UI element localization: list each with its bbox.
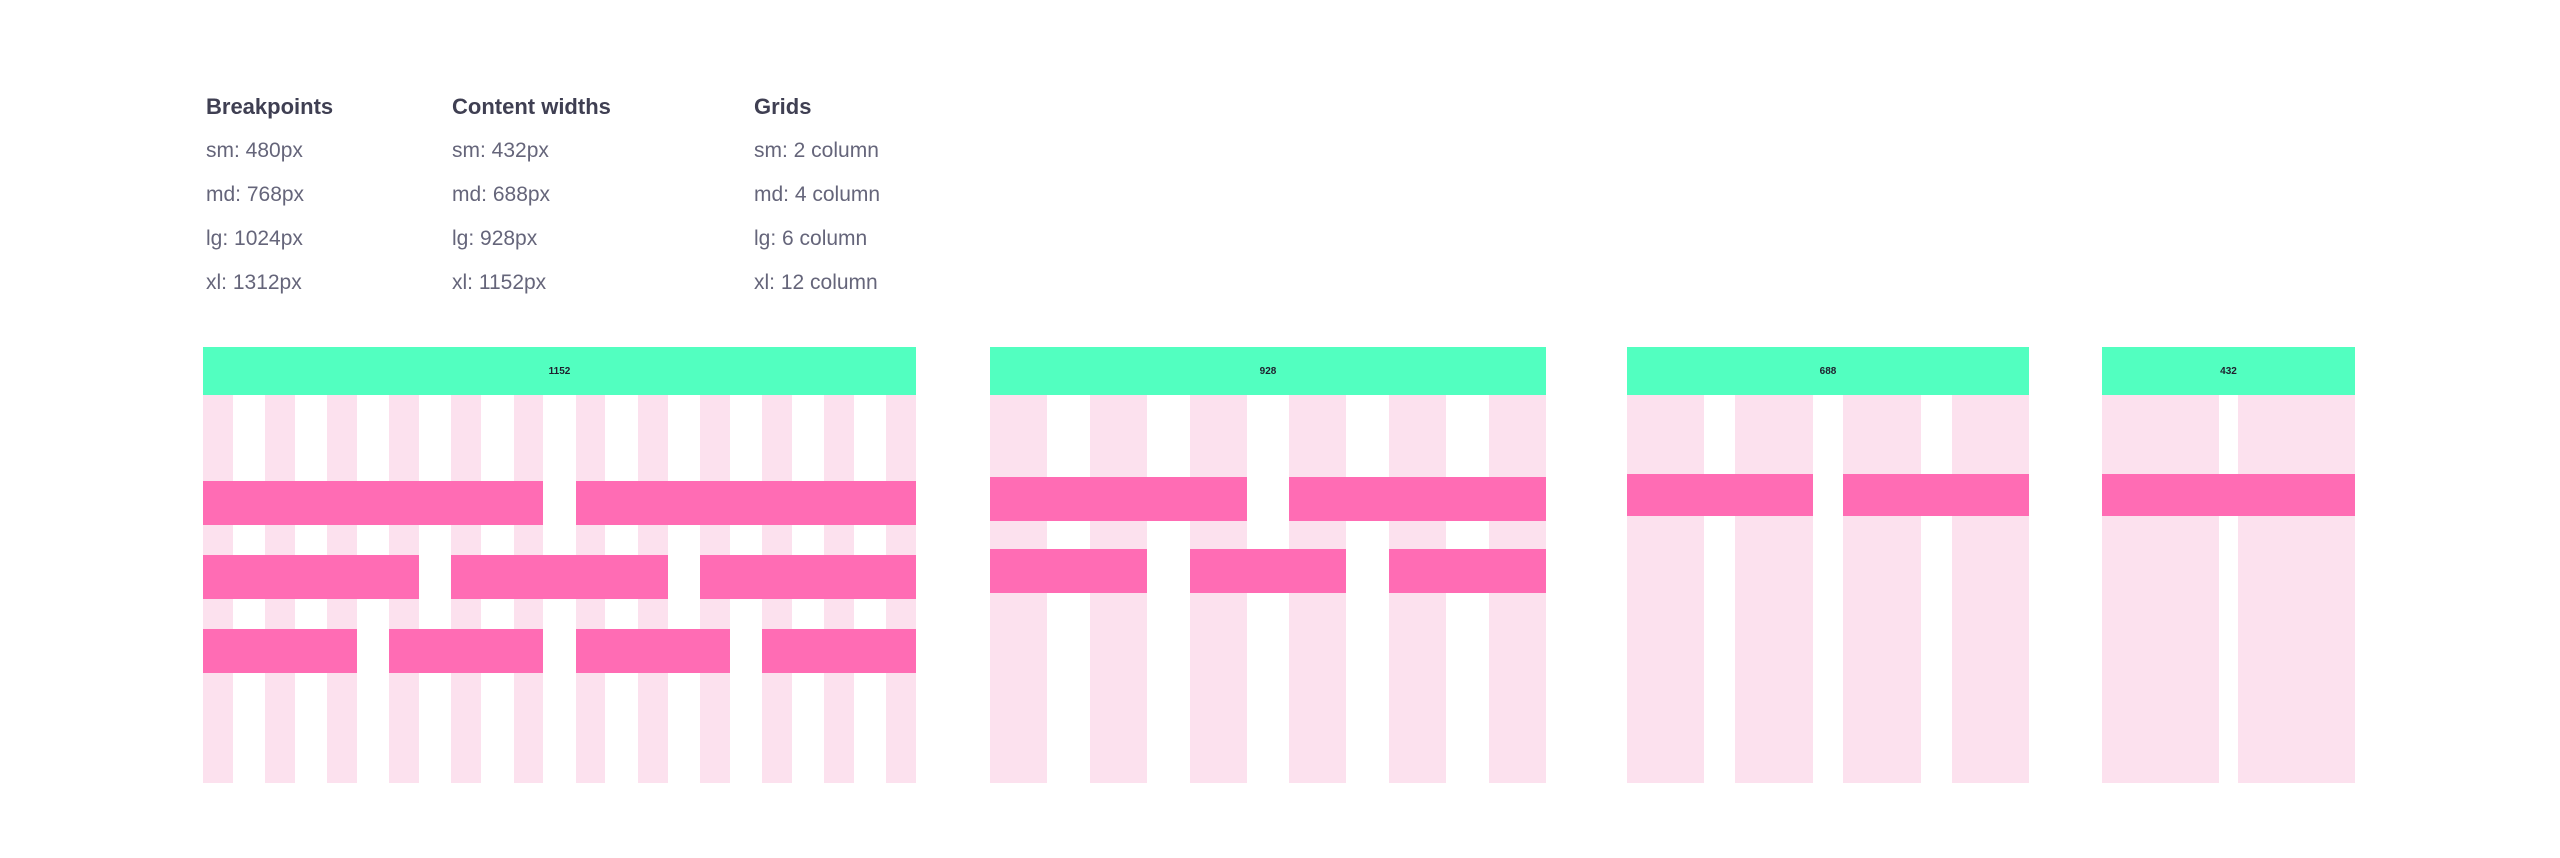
grids-title: Grids [754,94,812,119]
grid-diagram-lg: 928 [990,347,1546,783]
breakpoints-title: Breakpoints [206,94,334,119]
span-bar [762,629,916,673]
grid-sm: sm: 2 column [754,139,879,162]
content-width-xl: xl: 1152px [452,271,547,294]
grid-xl: xl: 12 column [754,271,878,294]
grid-lg: lg: 6 column [754,227,868,250]
span-bar [990,549,1147,593]
breakpoint-sm: sm: 480px [206,139,303,162]
grid-column [1951,347,2029,783]
content-width-header-lg: 928 [990,347,1546,395]
grid-column [1627,347,1705,783]
breakpoint-md: md: 768px [206,183,305,206]
grid-column [2238,347,2355,783]
span-bar [990,477,1247,521]
span-bar [1189,549,1347,593]
span-bar [1627,474,1813,516]
content-width-sm: sm: 432px [452,139,549,162]
span-bar [575,481,916,525]
grid-diagram-sm: 432 [2102,347,2355,783]
span-bar [451,555,668,599]
span-bar [1843,474,2029,516]
breakpoints-spec: Breakpoints sm: 480px md: 768px lg: 1024… [206,94,333,314]
span-bar [699,555,916,599]
content-width-header-sm: 432 [2102,347,2355,395]
content-widths-spec: Content widths sm: 432px md: 688px lg: 9… [452,94,611,314]
span-bar [203,481,544,525]
content-width-header-xl: 1152 [203,347,916,395]
span-bar [203,629,357,673]
span-bar [389,629,544,673]
breakpoint-xl: xl: 1312px [206,271,302,294]
span-bar [1289,477,1546,521]
grid-column [1735,347,1813,783]
span-bar [2102,474,2355,516]
grid-diagram-xl: 1152 [203,347,916,783]
grid-md: md: 4 column [754,183,881,206]
content-width-lg: lg: 928px [452,227,538,250]
content-widths-title: Content widths [452,94,611,119]
grid-column [2102,347,2219,783]
span-bar [1389,549,1546,593]
grids-spec: Grids sm: 2 column md: 4 column lg: 6 co… [754,94,880,314]
grid-diagram-md: 688 [1627,347,2029,783]
span-bar [575,629,730,673]
breakpoint-lg: lg: 1024px [206,227,303,250]
content-width-md: md: 688px [452,183,551,206]
content-width-header-md: 688 [1627,347,2029,395]
grid-column [1843,347,1921,783]
span-bar [203,555,420,599]
